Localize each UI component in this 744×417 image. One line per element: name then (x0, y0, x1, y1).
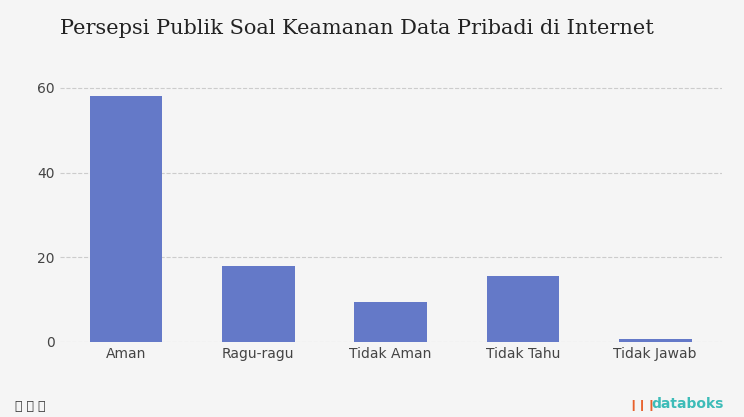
Text: Persepsi Publik Soal Keamanan Data Pribadi di Internet: Persepsi Publik Soal Keamanan Data Priba… (60, 18, 653, 38)
Bar (89, 96, 162, 342)
Bar (619, 339, 692, 342)
Text: ⓒ ⓘ ⓢ: ⓒ ⓘ ⓢ (15, 400, 45, 413)
Bar (354, 302, 427, 342)
Bar (222, 266, 295, 342)
Text: ❙❙❙: ❙❙❙ (629, 400, 657, 411)
Text: databoks: databoks (651, 397, 723, 411)
Bar (487, 276, 559, 342)
